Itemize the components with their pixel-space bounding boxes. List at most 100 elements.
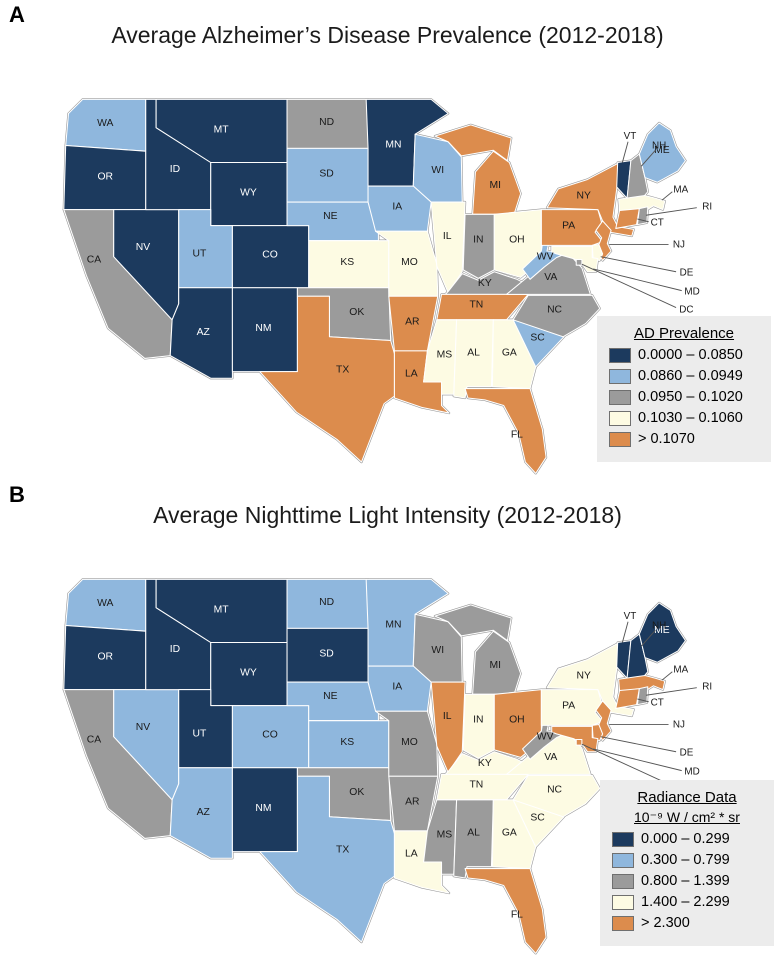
callout-line-RI <box>645 687 697 696</box>
callout-line-MD <box>593 268 682 292</box>
state-label-NJ: NJ <box>673 719 685 730</box>
panel-a-letter: A <box>9 2 25 27</box>
legend-entry-label: 0.800 – 1.399 <box>641 873 730 889</box>
state-label-IL: IL <box>443 231 452 242</box>
state-TX <box>259 775 395 943</box>
state-label-NV: NV <box>136 242 150 253</box>
state-label-LA: LA <box>405 848 418 859</box>
state-label-CO: CO <box>262 730 278 741</box>
legend-entry-label: 0.000 – 0.299 <box>641 831 730 847</box>
state-label-WY: WY <box>240 667 257 678</box>
state-label-NC: NC <box>547 304 562 315</box>
state-label-TN: TN <box>469 780 483 791</box>
legend-entry-label: 0.300 – 0.799 <box>641 852 730 868</box>
state-label-IA: IA <box>392 682 402 693</box>
state-label-OH: OH <box>509 235 525 246</box>
legend-swatch <box>609 431 631 447</box>
state-label-NE: NE <box>323 691 337 702</box>
legend-entry: > 2.300 <box>612 915 762 931</box>
state-label-GA: GA <box>502 348 517 359</box>
state-label-PA: PA <box>562 220 575 231</box>
legend-entry: 0.1030 – 0.1060 <box>609 410 759 426</box>
state-label-MT: MT <box>214 124 230 135</box>
state-label-TX: TX <box>336 845 349 856</box>
state-label-DE: DE <box>680 748 694 759</box>
state-label-MD: MD <box>684 286 699 297</box>
state-label-AR: AR <box>405 797 419 808</box>
state-label-MO: MO <box>401 257 418 268</box>
state-label-MN: MN <box>385 139 401 150</box>
state-label-DC: DC <box>679 304 693 315</box>
legend-swatch <box>609 389 631 405</box>
state-MI <box>434 604 512 642</box>
legend-a-header: AD Prevalence <box>633 325 735 342</box>
callout-line-MA <box>661 191 673 201</box>
state-label-NM: NM <box>255 803 271 814</box>
state-label-MA: MA <box>673 665 688 676</box>
state-TX <box>259 295 395 463</box>
legend-radiance: Radiance Data 10⁻⁹ W / cm² * sr 0.000 – … <box>600 780 774 946</box>
state-label-UT: UT <box>193 249 207 260</box>
state-label-AZ: AZ <box>197 807 210 818</box>
state-label-WI: WI <box>431 645 444 656</box>
state-label-ID: ID <box>170 644 180 655</box>
state-label-KY: KY <box>478 758 492 769</box>
state-label-CT: CT <box>651 218 664 229</box>
callout-line-DE <box>600 736 677 753</box>
state-label-WV: WV <box>537 732 554 743</box>
legend-entry-label: 0.0860 – 0.0949 <box>638 368 743 384</box>
state-label-NH: NH <box>652 620 666 631</box>
state-label-NH: NH <box>652 140 666 151</box>
state-label-AL: AL <box>467 828 480 839</box>
callout-line-RI <box>645 207 697 216</box>
callout-line-DE <box>600 256 677 273</box>
state-label-NY: NY <box>577 670 591 681</box>
state-NC <box>512 294 601 338</box>
legend-entry-label: > 0.1070 <box>638 431 695 447</box>
state-IN <box>462 213 495 279</box>
state-label-MT: MT <box>214 604 230 615</box>
state-DC <box>575 259 583 266</box>
state-label-FL: FL <box>511 910 523 921</box>
legend-entry: 0.0860 – 0.0949 <box>609 368 759 384</box>
legend-a-rows: 0.0000 – 0.0850 0.0860 – 0.0949 0.0950 – 0… <box>609 347 759 447</box>
legend-swatch <box>612 894 634 910</box>
state-label-SC: SC <box>530 333 545 344</box>
state-label-ME: ME <box>654 145 670 156</box>
state-label-KS: KS <box>340 257 354 268</box>
state-label-WY: WY <box>240 187 257 198</box>
state-label-AR: AR <box>405 317 419 328</box>
state-label-RI: RI <box>702 202 712 213</box>
state-FL <box>464 868 547 954</box>
state-label-KY: KY <box>478 278 492 289</box>
state-label-WV: WV <box>537 252 554 263</box>
panel-b-letter: B <box>9 482 25 507</box>
state-GA <box>491 319 537 390</box>
state-label-MO: MO <box>401 737 418 748</box>
legend-swatch <box>612 831 634 847</box>
state-ME <box>638 602 687 663</box>
state-NC <box>512 774 601 818</box>
state-label-SC: SC <box>530 813 545 824</box>
state-label-WA: WA <box>97 118 113 129</box>
legend-entry: 0.300 – 0.799 <box>612 852 762 868</box>
state-label-TX: TX <box>336 365 349 376</box>
callout-line-NH <box>640 629 656 647</box>
state-AL <box>453 799 494 879</box>
legend-swatch <box>609 347 631 363</box>
state-label-OK: OK <box>349 787 364 798</box>
state-label-MA: MA <box>673 185 688 196</box>
panel-a: A Average Alzheimer’s Disease Prevalence… <box>9 2 771 475</box>
state-IN <box>462 693 495 759</box>
legend-b-rows: 0.000 – 0.299 0.300 – 0.799 0.800 – 1.399 1… <box>612 831 762 931</box>
legend-entry: 0.0000 – 0.0850 <box>609 347 759 363</box>
state-label-MN: MN <box>385 619 401 630</box>
state-label-OR: OR <box>97 171 113 182</box>
legend-swatch <box>609 368 631 384</box>
state-label-VT: VT <box>624 131 637 142</box>
state-label-VA: VA <box>544 272 557 283</box>
usa-choropleth-map-ad-prevalence: WA OR CA NV ID MT WY UT CO AZ NM ND SD NE KS OK TX MN IA MO… <box>62 98 712 475</box>
state-label-RI: RI <box>702 682 712 693</box>
state-label-UT: UT <box>193 729 207 740</box>
